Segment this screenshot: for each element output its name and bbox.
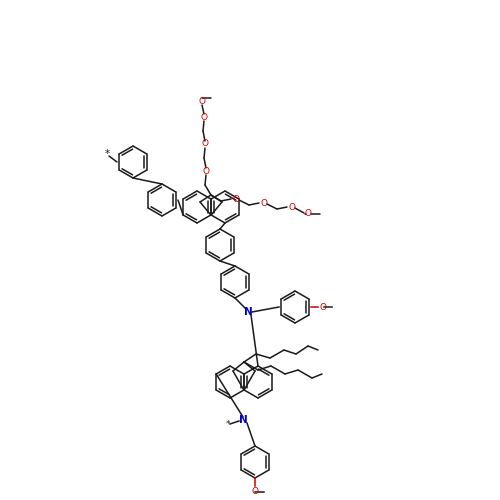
Text: O: O	[288, 204, 296, 212]
Text: O: O	[232, 196, 239, 204]
Text: O: O	[252, 487, 258, 496]
Text: O: O	[200, 112, 207, 122]
Text: O: O	[260, 200, 268, 208]
Text: O: O	[198, 96, 205, 106]
Text: *: *	[226, 420, 230, 430]
Text: N: N	[238, 415, 248, 425]
Text: O: O	[202, 140, 208, 148]
Text: O: O	[202, 166, 209, 175]
Text: O: O	[304, 210, 312, 218]
Text: O: O	[319, 302, 326, 312]
Text: *: *	[104, 149, 110, 159]
Text: N: N	[244, 307, 252, 317]
